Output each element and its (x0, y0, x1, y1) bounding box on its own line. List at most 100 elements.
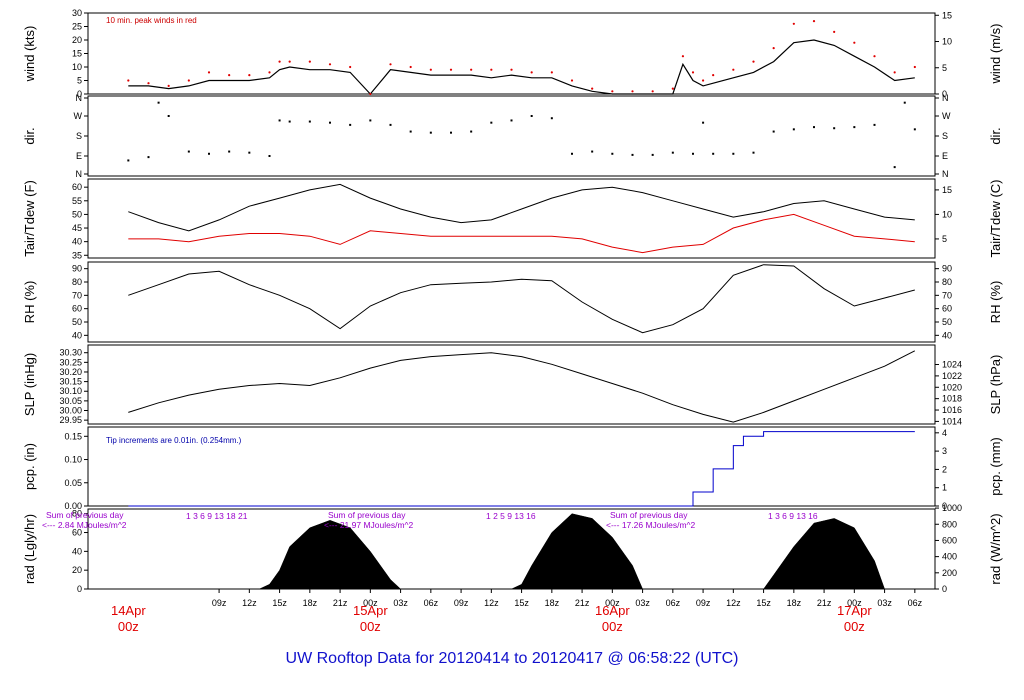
dir-point (127, 159, 130, 162)
day-label-time: 00z (844, 619, 865, 634)
wind-peak-point (167, 84, 170, 87)
temp-frame (87, 178, 936, 259)
dir-point (893, 166, 896, 169)
dir-point (389, 123, 392, 126)
wind-peak-point (510, 68, 513, 71)
wind-peak-point (429, 68, 432, 71)
dir-point (349, 123, 352, 126)
wind-peak-point (147, 82, 150, 85)
temp-ytick-right-label: 5 (942, 234, 947, 244)
dir-point (853, 126, 856, 129)
rad-summary-line2: <--- 21.97 MJoules/m^2 (324, 520, 414, 530)
dir-point (470, 130, 473, 133)
dir-ytick-right-label: W (942, 111, 951, 121)
dir-point (490, 121, 493, 124)
rad-ytick-right-label: 400 (942, 552, 957, 562)
rh-ytick-label: 50 (72, 317, 82, 327)
slp-ylabel-right: SLP (hPa) (988, 355, 1003, 415)
pcp-ylabel: pcp. (in) (22, 443, 37, 490)
wind-ytick-right-label: 10 (942, 37, 952, 47)
tdew-line (128, 213, 915, 254)
wind-peak-point (187, 79, 190, 82)
wind-peak-point (127, 79, 130, 82)
time-tick-label: 15z (272, 598, 287, 608)
wind-peak-point (651, 90, 654, 93)
dir-point (550, 117, 553, 120)
rh-frame (87, 261, 936, 343)
wind-mean-line (128, 39, 915, 95)
pcp-ytick-right-label: 1 (942, 483, 947, 493)
rad-ytick-right-label: 1000 (942, 503, 962, 513)
dir-ytick-label: S (76, 131, 82, 141)
dir-point (631, 153, 634, 156)
temp-ytick-label: 35 (72, 250, 82, 260)
wind-peak-point (732, 68, 735, 71)
rh-ytick-right-label: 40 (942, 330, 952, 340)
wind-peak-point (833, 30, 836, 33)
wind-peak-point (853, 41, 856, 44)
dir-point (268, 155, 271, 157)
time-tick-label: 21z (575, 598, 590, 608)
rh-line (128, 264, 915, 334)
time-tick-label: 12z (726, 598, 741, 608)
rad-ytick-label: 40 (72, 546, 82, 556)
tair-line (128, 183, 915, 232)
dir-ytick-right-label: N (942, 93, 949, 103)
time-tick-label: 18z (303, 598, 318, 608)
rad-summary-line1: Sum of previous day (328, 510, 406, 520)
dir-point (692, 152, 694, 155)
slp-ytick-right-label: 1016 (942, 405, 962, 415)
rad-ytick-right-label: 0 (942, 584, 947, 594)
panel-temp: 35 40 45 50 55 60 5 10 15 Tair/Tdew (F) Tair/Tdew … (22, 178, 1003, 260)
wind-peak-point (207, 71, 211, 74)
dir-point (732, 152, 735, 155)
dir-point (510, 119, 513, 122)
pcp-ytick-right-label: 3 (942, 446, 947, 456)
wind-ylabel: wind (kts) (22, 26, 37, 83)
wind-ytick-label: 10 (72, 62, 82, 72)
rad-ytick-right-label: 200 (942, 568, 957, 578)
dir-ytick-right-label: E (942, 151, 948, 161)
temp-ylabel: Tair/Tdew (F) (22, 180, 37, 257)
time-tick-label: 03z (393, 598, 408, 608)
temp-ytick-label: 60 (72, 182, 82, 192)
day-label-time: 00z (602, 619, 623, 634)
wind-ytick-label: 0 (77, 89, 82, 99)
dir-point (712, 152, 715, 155)
wind-peak-point (752, 60, 755, 63)
time-tick-label: 00z (605, 598, 620, 608)
dir-point (813, 126, 815, 129)
time-tick-label: 21z (333, 598, 348, 608)
dir-point (278, 119, 281, 122)
time-tick-label: 12z (242, 598, 257, 608)
slp-ytick-right-label: 1014 (942, 416, 962, 426)
rh-ytick-right-label: 70 (942, 290, 952, 300)
rh-ylabel-right: RH (%) (988, 281, 1003, 324)
rad-ytick-label: 80 (72, 509, 82, 519)
rh-ytick-right-label: 80 (942, 277, 952, 287)
time-tick-label: 06z (424, 598, 439, 608)
slp-ytick-label: 30.25 (59, 357, 82, 367)
wind-peak-point (308, 60, 311, 63)
panel-pcp: 0.00 0.05 0.10 0.15 0 1 2 3 4 pcp. (in) pcp. (mm) T… (22, 426, 1003, 511)
wind-peak-point (772, 47, 775, 50)
dir-point (530, 115, 533, 117)
rad-summary-hours: 1 3 6 9 13 16 (768, 511, 818, 521)
rh-ytick-label: 40 (72, 330, 82, 340)
wind-peak-point (611, 90, 614, 93)
temp-ytick-right-label: 10 (942, 209, 952, 219)
dir-point (187, 150, 190, 153)
wind-peak-point (369, 92, 372, 96)
time-tick-label: 06z (666, 598, 681, 608)
day-label-time: 00z (360, 619, 381, 634)
wind-ytick-right-label: 5 (942, 63, 947, 73)
slp-ytick-right-label: 1018 (942, 394, 962, 404)
wind-peak-point (328, 63, 332, 66)
pcp-ytick-right-label: 2 (942, 464, 947, 474)
panel-wind: 0 5 10 15 20 25 30 0 5 10 15 wind (kts) wind (m/s) 10… (22, 8, 1003, 99)
wind-peak-point (278, 60, 281, 63)
day-label-date: 15Apr (353, 603, 388, 618)
time-tick-label: 09z (696, 598, 711, 608)
time-tick-label: 00z (847, 598, 862, 608)
